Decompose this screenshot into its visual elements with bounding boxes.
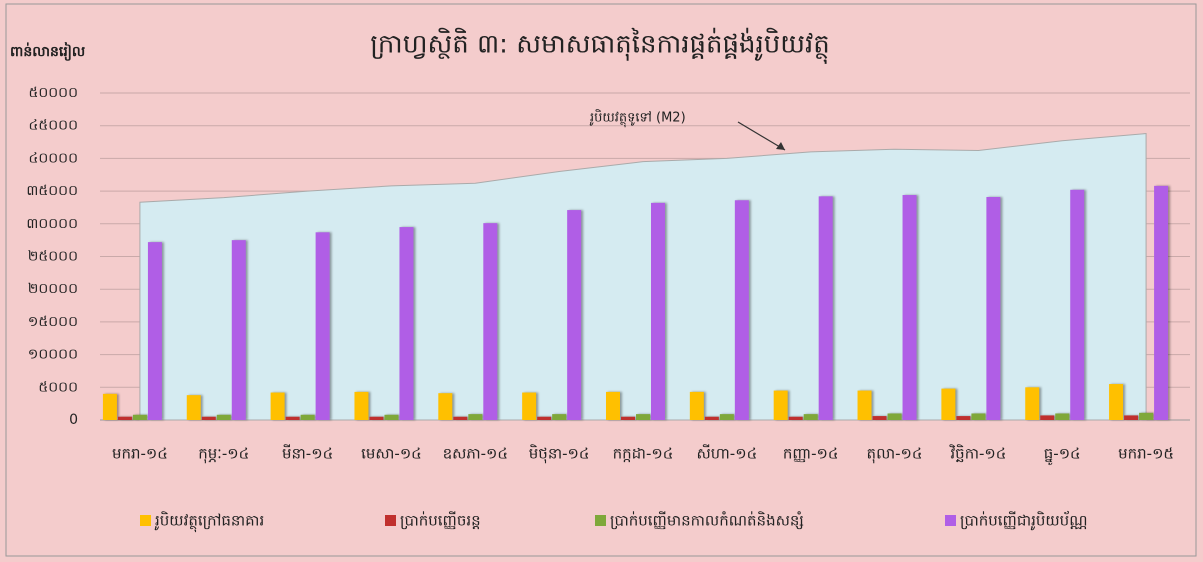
x-tick-label: សីហា-១៤ <box>696 444 757 463</box>
y-tick-label: ៤០០០០ <box>28 150 78 166</box>
x-tick-label: កុម្ភៈ-១៤ <box>198 445 249 464</box>
bar <box>734 200 749 420</box>
x-tick-label: វិច្ឆិកា-១៤ <box>949 444 1006 463</box>
y-tick-label: ២៥០០០ <box>28 249 78 265</box>
y-tick-label: ១៥០០០ <box>28 314 78 330</box>
legend-label: ប្រាក់បញ្ញើចរន្ត <box>400 511 481 530</box>
bar <box>216 414 231 420</box>
bar <box>872 416 887 420</box>
bar <box>384 414 399 420</box>
bar <box>971 413 986 420</box>
bar <box>132 414 147 420</box>
y-tick-label: ៤៥០០០ <box>28 118 78 134</box>
y-tick-label: ៥០០០០ <box>28 85 78 101</box>
x-tick-label: ធ្នូ-១៤ <box>1044 445 1081 466</box>
bar <box>788 416 803 420</box>
bar <box>270 392 285 420</box>
bar <box>186 395 201 420</box>
bar <box>552 414 567 420</box>
bar <box>956 416 971 420</box>
x-tick-label: កញ្ញា-១៤ <box>783 445 839 463</box>
bar <box>231 240 246 420</box>
bar <box>201 416 216 420</box>
legend-swatch <box>945 515 956 526</box>
bar <box>1055 413 1070 420</box>
bar <box>567 210 582 420</box>
annotation-arrow <box>737 121 786 151</box>
bar <box>606 391 620 420</box>
bar <box>147 242 162 420</box>
bar <box>1070 189 1085 420</box>
arrow-head <box>776 142 785 150</box>
bar <box>689 391 704 420</box>
bar <box>315 232 330 420</box>
bar <box>704 416 719 420</box>
bar <box>537 416 552 420</box>
y-tick-label: ៥០០០ <box>38 379 78 395</box>
bar <box>438 393 453 420</box>
bar <box>887 413 902 420</box>
y-tick-label: 0 <box>69 412 78 428</box>
bar <box>453 416 468 420</box>
legend-swatch <box>595 515 606 526</box>
legend-label: ប្រាក់បញ្ញើជារូបិយប័ណ្ណ <box>960 511 1088 531</box>
legend-swatch <box>385 515 396 526</box>
bar <box>803 414 818 420</box>
y-tick-label: ១០០០០ <box>28 347 78 363</box>
x-tick-label: តុលា-១៤ <box>867 445 923 464</box>
bar <box>1040 415 1055 420</box>
annotation: រូបិយវត្ថុទូទៅ (M2) <box>589 109 686 128</box>
bar <box>399 227 414 420</box>
bar <box>1139 412 1154 420</box>
bar <box>857 390 872 420</box>
m2-area <box>139 133 1147 421</box>
bar <box>941 388 956 420</box>
bar <box>369 416 384 420</box>
bar <box>483 223 498 420</box>
x-tick-label: មីនា-១៤ <box>282 444 333 463</box>
y-tick-label: ២០០០០ <box>28 281 78 297</box>
bar <box>719 414 734 420</box>
legend-label: ប្រាក់បញ្ញើមានកាលកំណត់និងសន្សំ <box>610 511 804 530</box>
chart-title: ក្រាហ្វស្ថិតិ ៣: សមាសធាតុនៃការផ្គត់ផ្គង់… <box>370 28 830 65</box>
bar <box>986 196 1001 420</box>
bar <box>102 393 117 420</box>
y-tick-label: ៣០០០០ <box>26 216 78 232</box>
bar <box>773 390 788 420</box>
x-tick-label: មិថុនា-១៤ <box>529 444 590 464</box>
bar <box>1109 384 1124 420</box>
bar <box>117 416 132 420</box>
x-tick-label: កក្កដា-១៤ <box>613 445 674 463</box>
bar <box>285 416 300 420</box>
bar <box>818 196 833 420</box>
x-tick-label: ឧសភា-១៤ <box>443 445 508 463</box>
x-tick-label: មករា-១៤ <box>112 445 168 463</box>
y-axis-label: ពាន់លានរៀល <box>10 42 85 61</box>
bar <box>468 414 483 420</box>
bar <box>1025 387 1040 420</box>
x-tick-label: មករា-១៥ <box>1118 445 1174 463</box>
frame <box>5 3 1197 557</box>
bar <box>300 414 315 420</box>
bar <box>636 414 650 420</box>
bar <box>621 416 635 420</box>
x-tick-label: មេសា-១៤ <box>361 445 422 463</box>
legend-label: រូបិយវត្ថុក្រៅធនាគារ <box>154 511 264 533</box>
bar <box>354 391 369 420</box>
bar <box>651 202 665 420</box>
bar <box>522 392 537 420</box>
bar <box>1124 415 1139 420</box>
y-tick-label: ៣៥០០០ <box>26 183 78 199</box>
bar <box>1154 185 1169 420</box>
legend-swatch <box>140 515 151 526</box>
bar <box>902 195 917 420</box>
